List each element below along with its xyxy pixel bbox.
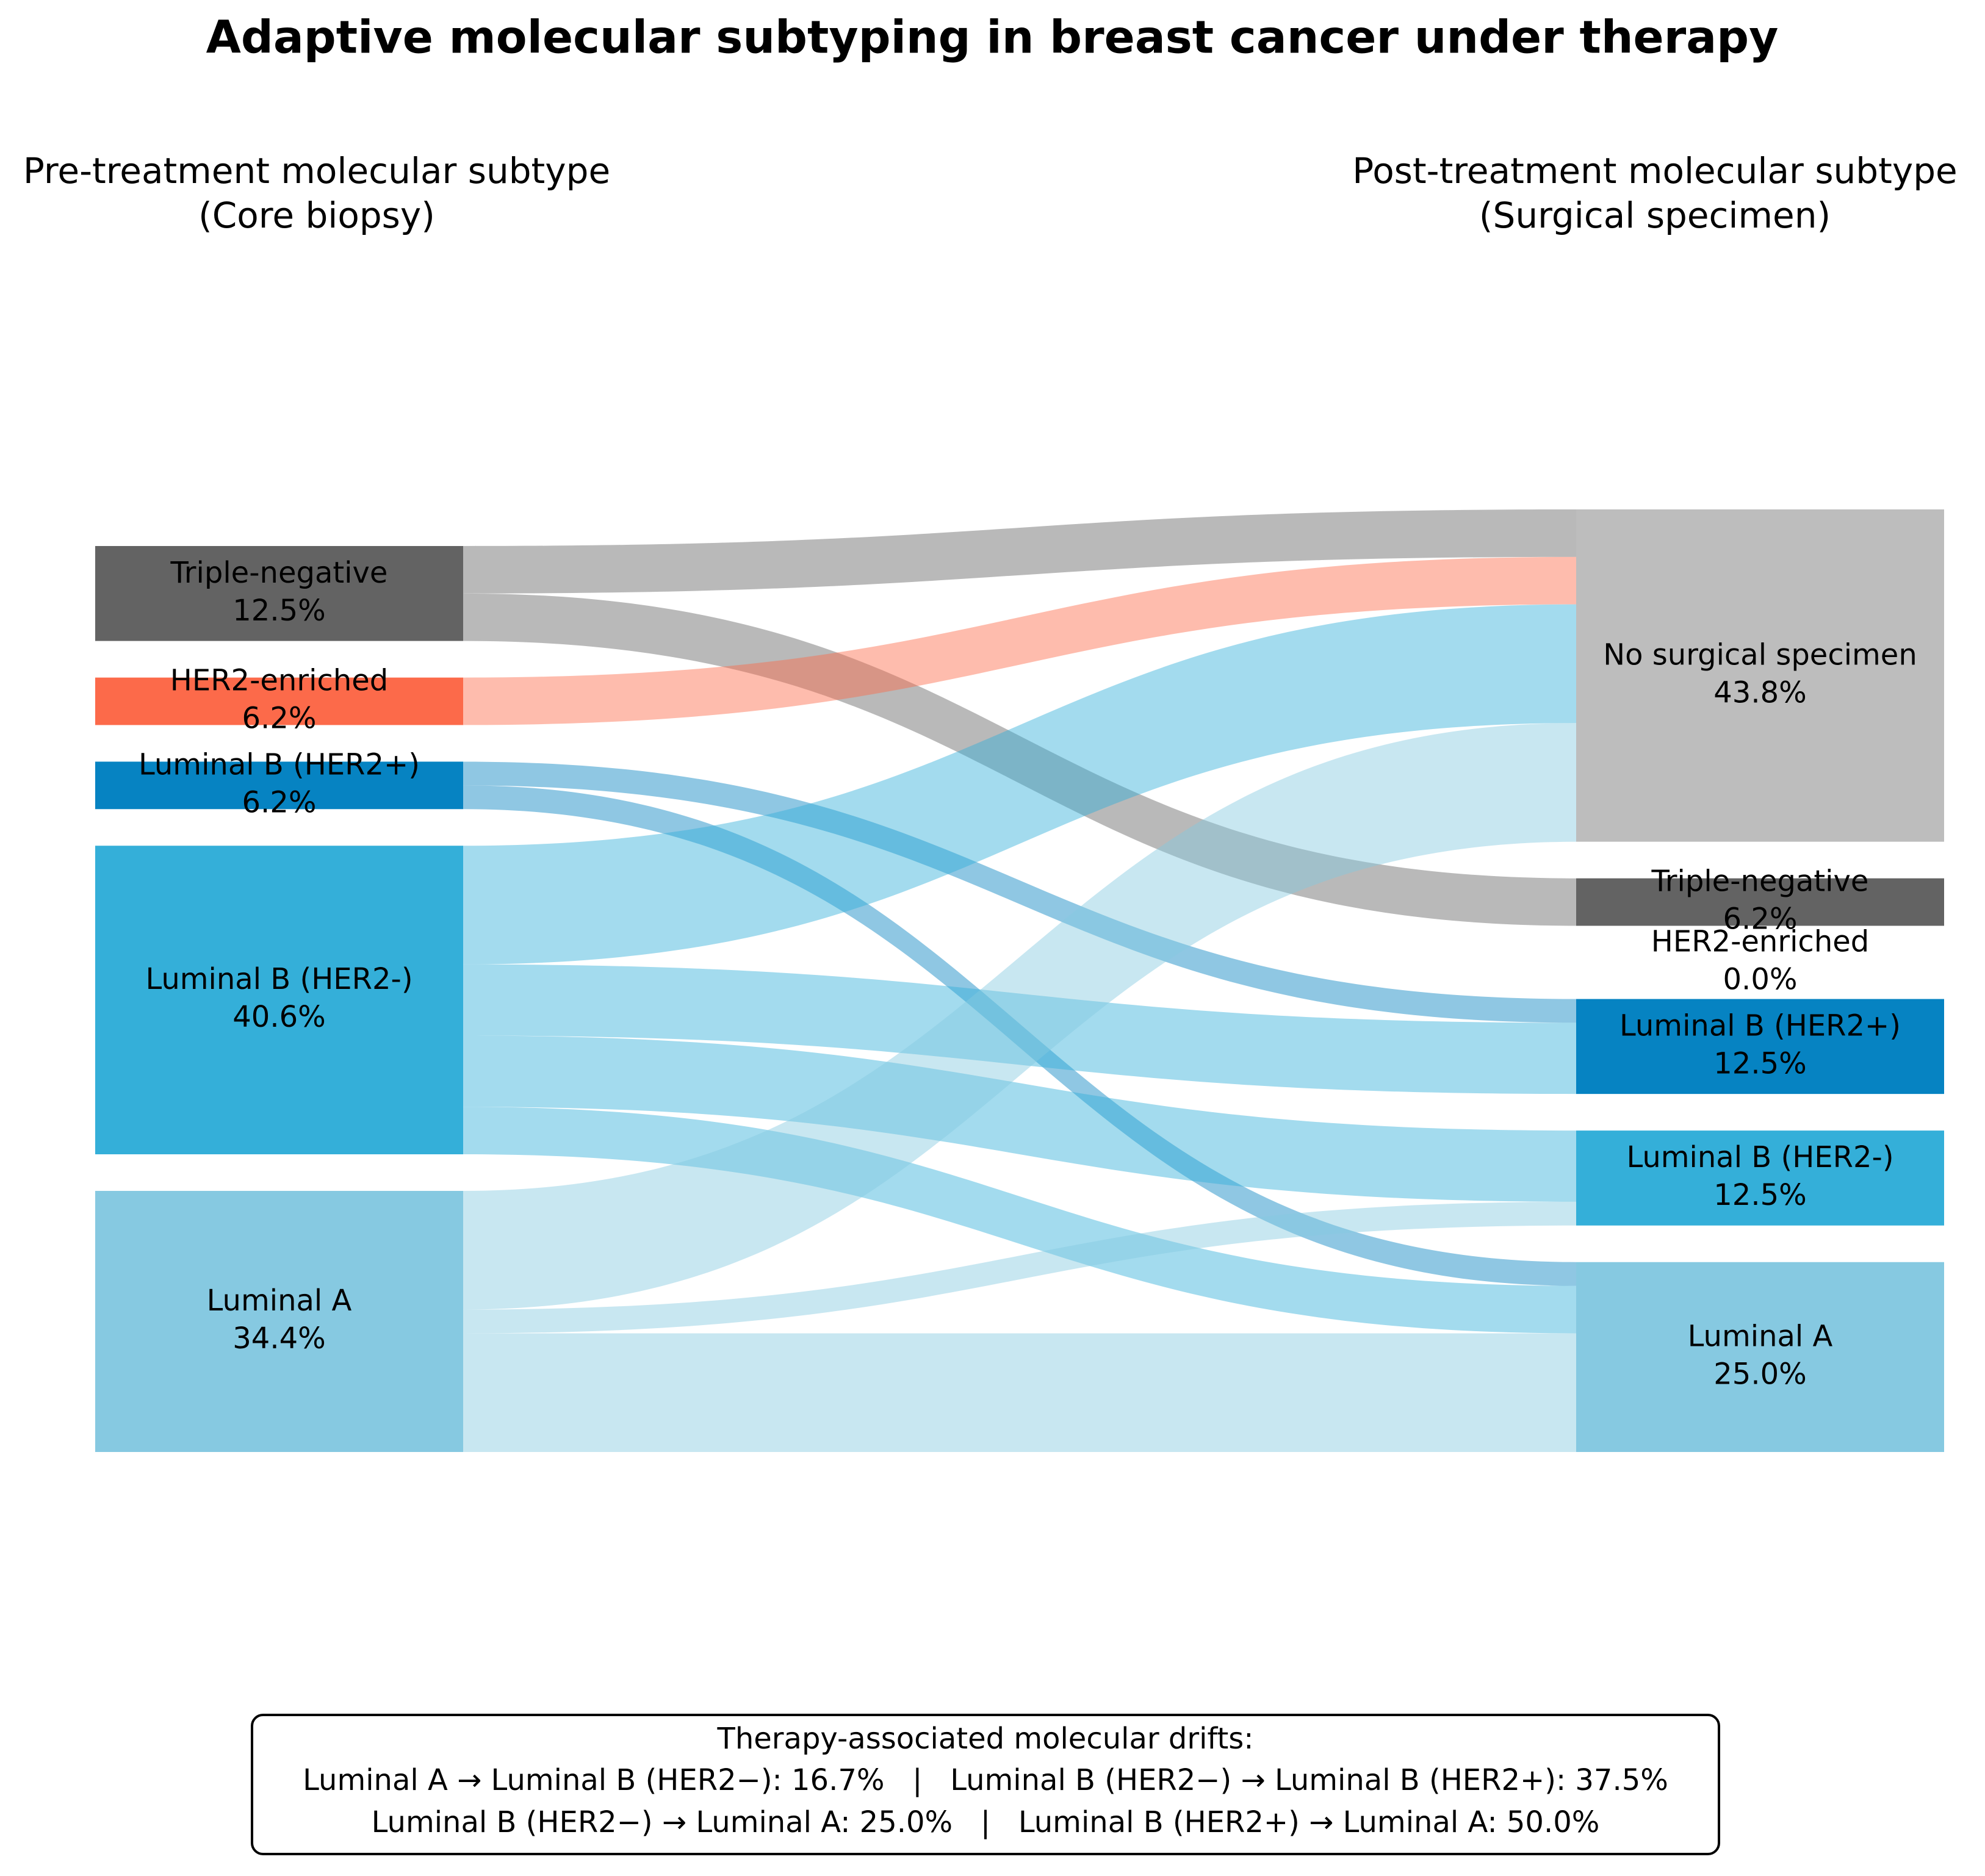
node [1576, 1262, 1944, 1452]
node-label: HER2-enriched [170, 664, 388, 698]
node-value-label: 6.2% [242, 702, 317, 736]
node-label: Luminal A [1688, 1319, 1833, 1353]
node [1576, 999, 1944, 1094]
node [95, 846, 463, 1155]
nodes: Triple-negative12.5%HER2-enriched6.2%Lum… [95, 509, 1944, 1452]
flow [463, 604, 1576, 965]
node-value-label: 6.2% [242, 785, 317, 819]
flow [463, 723, 1576, 1310]
right-header: Post-treatment molecular subtype [1352, 150, 1957, 192]
note-line: Luminal A → Luminal B (HER2−): 16.7% | L… [303, 1763, 1668, 1797]
note-title: Therapy-associated molecular drifts: [717, 1722, 1254, 1756]
node [95, 1191, 463, 1452]
left-header: Pre-treatment molecular subtype [23, 150, 610, 192]
node-label: HER2-enriched [1651, 925, 1869, 959]
right-header: (Surgical specimen) [1479, 195, 1831, 236]
flow [463, 1035, 1576, 1202]
node-value-label: 12.5% [1713, 1046, 1806, 1080]
node [1576, 1130, 1944, 1226]
left-header: (Core biopsy) [198, 195, 435, 236]
flow [463, 1201, 1576, 1334]
node-value-label: 25.0% [1713, 1357, 1806, 1391]
node [95, 761, 463, 810]
flow [463, 964, 1576, 1094]
node-value-label: 40.6% [232, 1000, 325, 1034]
flow [463, 509, 1576, 594]
node-label: Luminal A [207, 1284, 352, 1318]
node-label: Luminal B (HER2+) [1619, 1008, 1901, 1043]
flow [463, 556, 1576, 725]
node-value-label: 0.0% [1723, 963, 1798, 997]
flow [463, 761, 1576, 1023]
node-label: Luminal B (HER2-) [145, 962, 412, 996]
node [95, 546, 463, 641]
node [1576, 878, 1944, 926]
flow [463, 593, 1576, 926]
node-label: Triple-negative [170, 556, 388, 590]
node-value-label: 43.8% [1713, 675, 1806, 710]
node [1576, 509, 1944, 842]
node-label: Luminal B (HER2-) [1626, 1140, 1893, 1174]
node-value-label: 34.4% [232, 1321, 325, 1356]
node-label: Luminal B (HER2+) [139, 747, 420, 782]
flow [463, 1333, 1576, 1452]
chart-title: Adaptive molecular subtyping in breast c… [206, 12, 1779, 64]
node-label: No surgical specimen [1603, 638, 1917, 672]
flow [463, 1107, 1576, 1334]
flow [463, 785, 1576, 1286]
note-box [251, 1714, 1720, 1855]
note-line: Luminal B (HER2−) → Luminal A: 25.0% | L… [372, 1805, 1600, 1839]
links [463, 509, 1576, 1452]
node-value-label: 6.2% [1723, 902, 1798, 936]
node-value-label: 12.5% [232, 594, 325, 628]
node-label: Triple-negative [1651, 864, 1869, 899]
node [95, 677, 463, 725]
node-value-label: 12.5% [1713, 1178, 1806, 1212]
